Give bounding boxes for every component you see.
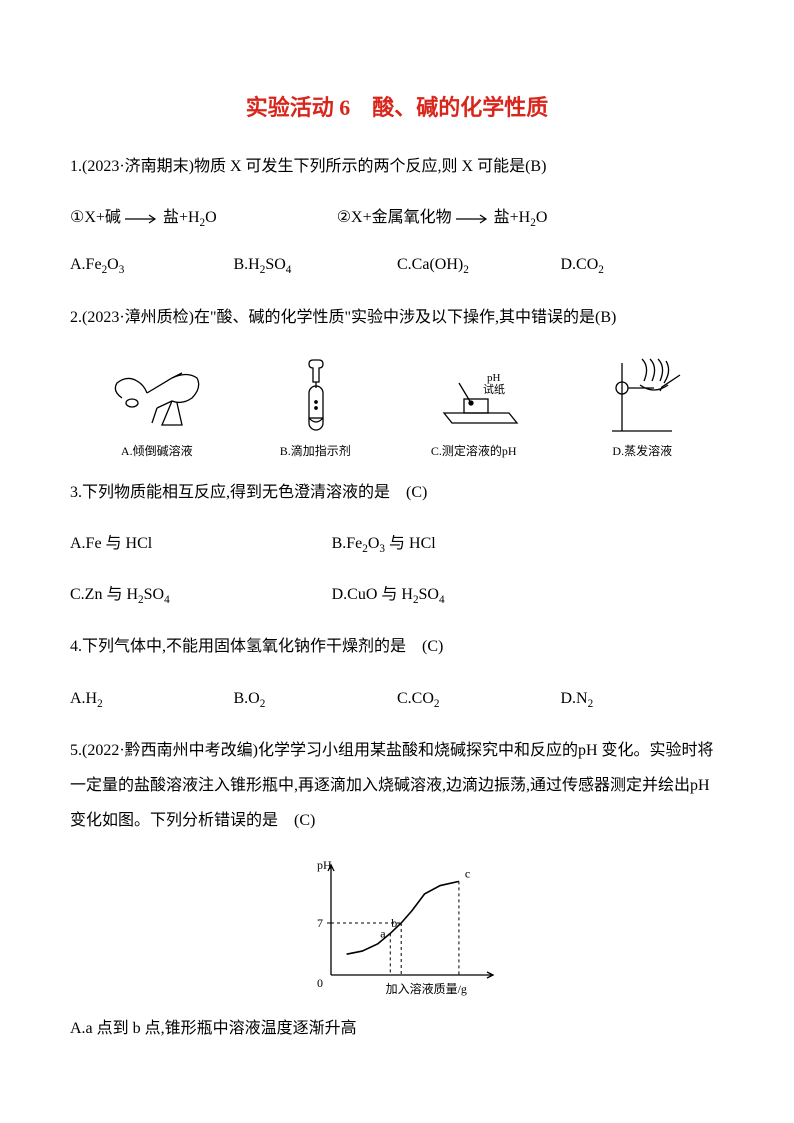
t: A.H	[70, 690, 97, 707]
t: 4	[439, 594, 445, 606]
q2-label-b: B.滴加指示剂	[275, 442, 355, 461]
q3-options-row2: C.Zn 与 H2SO4 D.CuO 与 H2SO4	[70, 579, 724, 612]
t: 2	[97, 698, 103, 710]
q1-options: A.Fe2O3 B.H2SO4 C.Ca(OH)2 D.CO2	[70, 249, 724, 282]
arrow-icon	[125, 214, 159, 224]
q5-opt-a: A.a 点到 b 点,锥形瓶中溶液温度逐渐升高	[70, 1011, 724, 1046]
t: B.O	[234, 690, 260, 707]
q1-eq2-pre: ②X+金属氧化物	[337, 209, 452, 226]
t: SO	[265, 256, 285, 273]
q5-chart-wrap: pH 加入溶液质量/g 0 7 ab c	[70, 857, 724, 997]
q2-diagrams: A.倾倒碱溶液 B.滴加指示剂 pH 试纸	[70, 353, 724, 461]
t: B.H	[234, 256, 260, 273]
t: SO	[419, 586, 439, 603]
q2-label-a: A.倾倒碱溶液	[102, 442, 212, 461]
q3-options-row1: A.Fe 与 HCl B.Fe2O3 与 HCl	[70, 528, 724, 561]
q1-opt-d: D.CO2	[561, 249, 725, 282]
q4-stem: 4.下列气体中,不能用固体氢氧化钠作干燥剂的是 (C)	[70, 629, 724, 664]
pour-bottle-icon	[102, 363, 212, 438]
q2-diagram-b: B.滴加指示剂	[275, 358, 355, 461]
svg-text:b: b	[391, 916, 397, 930]
q3-stem: 3.下列物质能相互反应,得到无色澄清溶液的是 (C)	[70, 475, 724, 510]
q4-opt-d: D.N2	[561, 683, 725, 716]
t: D.CO	[561, 256, 599, 273]
q2-diagram-c: pH 试纸 C.测定溶液的pH	[419, 363, 529, 461]
q1-opt-c: C.Ca(OH)2	[397, 249, 561, 282]
q2-label-d: D.蒸发溶液	[592, 442, 692, 461]
q1-eq2-tail: O	[536, 209, 548, 226]
q4-opt-b: B.O2	[234, 683, 398, 716]
t: B.Fe	[332, 535, 363, 552]
ph-text2: 试纸	[483, 383, 505, 396]
q4-opt-a: A.H2	[70, 683, 234, 716]
svg-text:0: 0	[317, 976, 323, 990]
q1-stem: 1.(2023·济南期末)物质 X 可发生下列所示的两个反应,则 X 可能是(B…	[70, 149, 724, 184]
svg-text:加入溶液质量/g: 加入溶液质量/g	[386, 981, 467, 996]
ph-text: pH	[487, 372, 501, 384]
t: 2	[588, 698, 594, 710]
q2-diagram-a: A.倾倒碱溶液	[102, 363, 212, 461]
q3-opt-b: B.Fe2O3 与 HCl	[332, 528, 594, 561]
q5-stem: 5.(2022·黔西南州中考改编)化学学习小组用某盐酸和烧碱探究中和反应的pH …	[70, 733, 724, 839]
t: 4	[286, 264, 292, 276]
q2-stem: 2.(2023·漳州质检)在"酸、碱的化学性质"实验中涉及以下操作,其中错误的是…	[70, 300, 724, 335]
svg-text:a: a	[380, 926, 386, 940]
t: D.N	[561, 690, 588, 707]
t: 3	[119, 264, 125, 276]
q4-options: A.H2 B.O2 C.CO2 D.N2	[70, 683, 724, 716]
svg-text:c: c	[465, 866, 470, 880]
t: C.CO	[397, 690, 434, 707]
t: 4	[164, 594, 170, 606]
q1-eq1-post: 盐+H	[163, 209, 200, 226]
q1-opt-b: B.H2SO4	[234, 249, 398, 282]
arrow-icon	[456, 214, 490, 224]
t: A.Fe	[70, 256, 102, 273]
q1-opt-a: A.Fe2O3	[70, 249, 234, 282]
q2-diagram-d: D.蒸发溶液	[592, 353, 692, 461]
q3-opt-c: C.Zn 与 H2SO4	[70, 579, 332, 612]
t: 2	[598, 264, 604, 276]
ph-curve-chart: pH 加入溶液质量/g 0 7 ab c	[297, 857, 497, 997]
q3-opt-d: D.CuO 与 H2SO4	[332, 579, 594, 612]
ph-paper-icon: pH 试纸	[419, 363, 529, 438]
svg-text:pH: pH	[317, 858, 332, 872]
t: SO	[144, 586, 164, 603]
t: C.Zn 与 H	[70, 586, 138, 603]
t: 2	[463, 264, 469, 276]
t: 2	[260, 698, 266, 710]
page-title: 实验活动 6 酸、碱的化学性质	[70, 90, 724, 125]
q1-eq1: ①X+碱 盐+H2O	[70, 202, 217, 235]
q3-opt-a: A.Fe 与 HCl	[70, 528, 332, 561]
t: O	[368, 535, 380, 552]
q1-eq2: ②X+金属氧化物 盐+H2O	[337, 202, 548, 235]
svg-text:7: 7	[317, 916, 323, 930]
q1-eq1-tail: O	[205, 209, 217, 226]
q1-equations: ①X+碱 盐+H2O ②X+金属氧化物 盐+H2O	[70, 202, 724, 235]
t: 2	[434, 698, 440, 710]
t: C.Ca(OH)	[397, 256, 463, 273]
evaporation-stand-icon	[592, 353, 692, 438]
q1-eq1-pre: ①X+碱	[70, 209, 121, 226]
q2-label-c: C.测定溶液的pH	[419, 442, 529, 461]
q1-eq2-post: 盐+H	[494, 209, 531, 226]
dropper-tube-icon	[275, 358, 355, 438]
q4-opt-c: C.CO2	[397, 683, 561, 716]
t: 与 HCl	[385, 535, 436, 552]
t: D.CuO 与 H	[332, 586, 413, 603]
t: O	[107, 256, 119, 273]
